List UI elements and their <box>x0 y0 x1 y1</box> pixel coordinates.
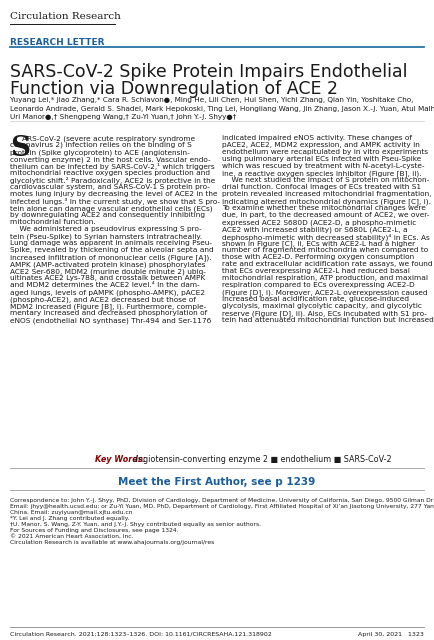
Text: mentary increased and decreased phosphorylation of: mentary increased and decreased phosphor… <box>10 310 207 316</box>
Text: April 30, 2021   1323: April 30, 2021 1323 <box>358 632 424 637</box>
Text: angiotensin-converting enzyme 2 ■ endothelium ■ SARS-CoV-2: angiotensin-converting enzyme 2 ■ endoth… <box>133 455 391 464</box>
Text: Circulation Research. 2021;128:1323–1326. DOI: 10.1161/CIRCRESAHA.121.318902: Circulation Research. 2021;128:1323–1326… <box>10 632 272 637</box>
Text: S: S <box>10 135 30 162</box>
Text: Key Words:: Key Words: <box>95 455 146 464</box>
Text: mitochondrial function.: mitochondrial function. <box>10 219 96 225</box>
Text: SARS-CoV-2 Spike Protein Impairs Endothelial: SARS-CoV-2 Spike Protein Impairs Endothe… <box>10 63 408 81</box>
Text: due, in part, to the decreased amount of ACE2, we over-: due, in part, to the decreased amount of… <box>222 212 429 218</box>
Text: indicated impaired eNOS activity. These changes of: indicated impaired eNOS activity. These … <box>222 135 412 141</box>
Text: shown in Figure [C], ii, ECs with ACE2-L had a higher: shown in Figure [C], ii, ECs with ACE2-L… <box>222 240 415 247</box>
Text: number of fragmented mitochondria when compared to: number of fragmented mitochondria when c… <box>222 247 428 253</box>
Text: tein (Pseu-Spike) to Syrian hamsters intratracheally.: tein (Pseu-Spike) to Syrian hamsters int… <box>10 233 202 239</box>
Text: converting enzyme) 2 in the host cells. Vascular endo-: converting enzyme) 2 in the host cells. … <box>10 156 210 163</box>
Text: glycolysis, maximal glycolytic capacity, and glycolytic: glycolysis, maximal glycolytic capacity,… <box>222 303 422 309</box>
Text: drial function. Confocal images of ECs treated with S1: drial function. Confocal images of ECs t… <box>222 184 421 190</box>
Text: Meet the First Author, see p 1239: Meet the First Author, see p 1239 <box>118 477 316 487</box>
Text: motes lung injury by decreasing the level of ACE2 in the: motes lung injury by decreasing the leve… <box>10 191 217 197</box>
Text: aged lungs, levels of pAMPK (phospho-AMPK), pACE2: aged lungs, levels of pAMPK (phospho-AMP… <box>10 289 205 296</box>
Text: tein had attenuated mitochondrial function but increased: tein had attenuated mitochondrial functi… <box>222 317 434 323</box>
Text: tein alone can damage vascular endothelial cells (ECs): tein alone can damage vascular endotheli… <box>10 205 213 211</box>
Text: dephospho-mimetic with decreased stability)⁴ in ECs. As: dephospho-mimetic with decreased stabili… <box>222 233 430 241</box>
Text: Circulation Research: Circulation Research <box>10 12 121 21</box>
Text: reserve (Figure [D], ii). Also, ECs incubated with S1 pro-: reserve (Figure [D], ii). Also, ECs incu… <box>222 310 427 317</box>
Text: ACE2 with increased stability) or S680L (ACE2-L, a: ACE2 with increased stability) or S680L … <box>222 226 408 232</box>
Text: respiration compared to ECs overexpressing ACE2-D: respiration compared to ECs overexpressi… <box>222 282 414 288</box>
Text: Function via Downregulation of ACE 2: Function via Downregulation of ACE 2 <box>10 80 338 98</box>
Text: those with ACE2-D. Performing oxygen consumption: those with ACE2-D. Performing oxygen con… <box>222 254 414 260</box>
Text: ARS-CoV-2 (severe acute respiratory syndrome: ARS-CoV-2 (severe acute respiratory synd… <box>22 135 195 141</box>
Text: uitinates ACE2 Lys-788, and crosstalk between AMPK: uitinates ACE2 Lys-788, and crosstalk be… <box>10 275 205 281</box>
Text: Circulation Research is available at www.ahajournals.org/journal/res: Circulation Research is available at www… <box>10 540 214 545</box>
Text: We next studied the impact of S protein on mitochon-: We next studied the impact of S protein … <box>222 177 429 183</box>
Text: by downregulating ACE2 and consequently inhibiting: by downregulating ACE2 and consequently … <box>10 212 205 218</box>
Text: endothelium were recapitulated by in vitro experiments: endothelium were recapitulated by in vit… <box>222 149 428 155</box>
Text: Correspondence to: John Y.-J. Shyy, PhD, Division of Cardiology, Department of M: Correspondence to: John Y.-J. Shyy, PhD,… <box>10 498 434 503</box>
Text: Leonardo Andrade, Gerald S. Shadel, Mark Hepokoski, Ting Lei, Hongliang Wang, Ji: Leonardo Andrade, Gerald S. Shadel, Mark… <box>10 106 434 111</box>
Text: Lung damage was apparent in animals receiving Pseu-: Lung damage was apparent in animals rece… <box>10 240 212 246</box>
Text: Email: jhyy@health.ucsd.edu; or Zu-Yi Yuan, MD, PhD, Department of Cardiology, F: Email: jhyy@health.ucsd.edu; or Zu-Yi Yu… <box>10 504 434 509</box>
Text: that ECs overexpressing ACE2-L had reduced basal: that ECs overexpressing ACE2-L had reduc… <box>222 268 410 274</box>
Text: (Figure [D], i). Moreover, ACE2-L overexpression caused: (Figure [D], i). Moreover, ACE2-L overex… <box>222 289 427 296</box>
Text: AMPK (AMP-activated protein kinase) phosphorylates: AMPK (AMP-activated protein kinase) phos… <box>10 261 206 268</box>
Text: To examine whether these mitochondrial changes were: To examine whether these mitochondrial c… <box>222 205 426 211</box>
Text: MDM2 increased (Figure [B], i). Furthermore, comple-: MDM2 increased (Figure [B], i). Furtherm… <box>10 303 206 310</box>
Text: protein (Spike glycoprotein) to ACE (angiotensin-: protein (Spike glycoprotein) to ACE (ang… <box>10 149 190 156</box>
Text: expressed ACE2 S680D (ACE2-D, a phospho-mimetic: expressed ACE2 S680D (ACE2-D, a phospho-… <box>222 219 416 225</box>
Text: glycolytic shift.² Paradoxically, ACE2 is protective in the: glycolytic shift.² Paradoxically, ACE2 i… <box>10 177 215 184</box>
Text: We administered a pseudovirus expressing S pro-: We administered a pseudovirus expressing… <box>10 226 202 232</box>
Text: †U. Manor, S. Wang, Z-Y. Yuan, and J.Y.-J. Shyy contributed equally as senior au: †U. Manor, S. Wang, Z-Y. Yuan, and J.Y.-… <box>10 522 261 527</box>
Text: *Y. Lei and J. Zhang contributed equally.: *Y. Lei and J. Zhang contributed equally… <box>10 516 129 521</box>
Text: which was rescued by treatment with N-acetyl-L-cyste-: which was rescued by treatment with N-ac… <box>222 163 424 169</box>
Text: mitochondrial reactive oxygen species production and: mitochondrial reactive oxygen species pr… <box>10 170 210 176</box>
Text: ACE2 Ser-680, MDM2 (murine double minute 2) ubiq-: ACE2 Ser-680, MDM2 (murine double minute… <box>10 268 206 275</box>
Text: infected lungs.³ In the current study, we show that S pro-: infected lungs.³ In the current study, w… <box>10 198 220 205</box>
Text: and MDM2 determines the ACE2 level.⁴ In the dam-: and MDM2 determines the ACE2 level.⁴ In … <box>10 282 200 288</box>
Text: ine, a reactive oxygen species inhibitor (Figure [B], ii).: ine, a reactive oxygen species inhibitor… <box>222 170 421 177</box>
Text: thelium can be infected by SARS-CoV-2,¹ which triggers: thelium can be infected by SARS-CoV-2,¹ … <box>10 163 215 170</box>
Text: cardiovascular system, and SARS-CoV-1 S protein pro-: cardiovascular system, and SARS-CoV-1 S … <box>10 184 210 190</box>
Text: indicating altered mitochondrial dynamics (Figure [C], i).: indicating altered mitochondrial dynamic… <box>222 198 431 205</box>
Text: © 2021 American Heart Association, Inc.: © 2021 American Heart Association, Inc. <box>10 534 134 539</box>
Text: pACE2, ACE2, MDM2 expression, and AMPK activity in: pACE2, ACE2, MDM2 expression, and AMPK a… <box>222 142 420 148</box>
Text: using pulmonary arterial ECs infected with Pseu-Spike: using pulmonary arterial ECs infected wi… <box>222 156 421 162</box>
Text: Spike, revealed by thickening of the alveolar septa and: Spike, revealed by thickening of the alv… <box>10 247 214 253</box>
Text: coronavirus 2) infection relies on the binding of S: coronavirus 2) infection relies on the b… <box>10 142 192 148</box>
Text: China. Email: zuyiyuan@mail.xjtu.edu.cn: China. Email: zuyiyuan@mail.xjtu.edu.cn <box>10 510 132 515</box>
Text: increased basal acidification rate, glucose-induced: increased basal acidification rate, gluc… <box>222 296 409 302</box>
Text: Uri Manor●,† Shengpeng Wang,† Zu-Yi Yuan,† John Y.-J. Shyy●†: Uri Manor●,† Shengpeng Wang,† Zu-Yi Yuan… <box>10 114 237 120</box>
Text: RESEARCH LETTER: RESEARCH LETTER <box>10 38 105 47</box>
Text: rate and extracellular acidification rate assays, we found: rate and extracellular acidification rat… <box>222 261 433 267</box>
Text: eNOS (endothelial NO synthase) Thr-494 and Ser-1176: eNOS (endothelial NO synthase) Thr-494 a… <box>10 317 211 323</box>
Text: (phospho-ACE2), and ACE2 decreased but those of: (phospho-ACE2), and ACE2 decreased but t… <box>10 296 196 303</box>
Text: For Sources of Funding and Disclosures, see page 1324.: For Sources of Funding and Disclosures, … <box>10 528 178 533</box>
Text: protein revealed increased mitochondrial fragmentation,: protein revealed increased mitochondrial… <box>222 191 431 197</box>
Text: mitochondrial respiration, ATP production, and maximal: mitochondrial respiration, ATP productio… <box>222 275 428 281</box>
Text: Yuyang Lei,* Jiao Zhang,* Cara R. Schiavon●, Ming He, Lili Chen, Hui Shen, Yichi: Yuyang Lei,* Jiao Zhang,* Cara R. Schiav… <box>10 97 413 103</box>
Text: increased infiltration of mononuclear cells (Figure [A]).: increased infiltration of mononuclear ce… <box>10 254 212 260</box>
